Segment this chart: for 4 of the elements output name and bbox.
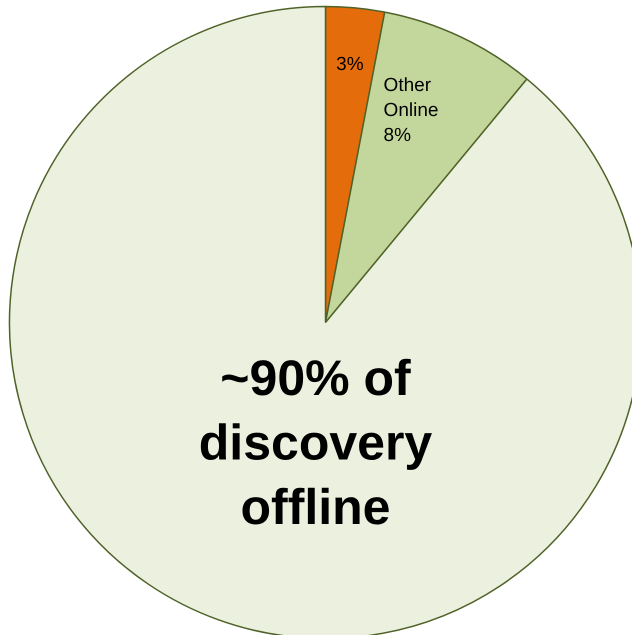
slice-label: Other Online — [384, 74, 438, 121]
slice-label: ~90% of discovery offline — [198, 350, 432, 535]
data-label: 8% — [384, 125, 412, 146]
data-label: 3% — [336, 54, 364, 76]
